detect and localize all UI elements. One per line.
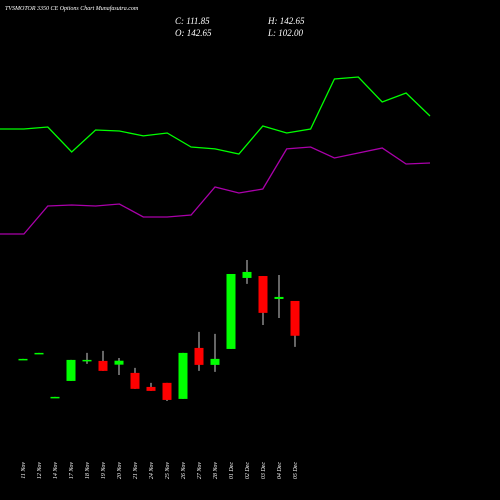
x-tick-label: 24 Nov xyxy=(148,462,155,480)
ohlc-label: C: 111.85 xyxy=(175,16,210,26)
candle-body xyxy=(178,352,188,399)
x-tick-label: 26 Nov xyxy=(181,462,187,480)
ohlc-label: H: 142.65 xyxy=(267,16,305,26)
candle-body xyxy=(34,352,44,355)
candle-body xyxy=(226,273,236,349)
candle-body xyxy=(242,271,252,278)
x-tick-label: 18 Nov xyxy=(85,462,91,480)
candle-body xyxy=(98,360,108,371)
x-tick-label: 03 Dec xyxy=(261,462,267,479)
candle-body xyxy=(146,386,156,391)
x-tick-label: 21 Nov xyxy=(133,462,139,480)
candle-body xyxy=(210,358,220,365)
chart-title: TVSMOTOR 3350 CE Options Chart Munafasut… xyxy=(5,5,139,12)
candle-body xyxy=(290,300,300,336)
candle-body xyxy=(258,276,268,313)
ohlc-label: O: 142.65 xyxy=(175,28,212,38)
x-tick-label: 01 Dec xyxy=(229,462,235,479)
candle-body xyxy=(18,358,28,361)
indicator-line xyxy=(0,76,431,155)
candle-body xyxy=(130,372,140,389)
candle-body xyxy=(82,359,92,362)
candle-body xyxy=(194,347,204,365)
candle-body xyxy=(114,360,124,365)
indicator-line xyxy=(0,146,431,235)
x-tick-label: 11 Nov xyxy=(21,462,27,479)
x-tick-label: 14 Nov xyxy=(52,462,59,480)
candle-body xyxy=(66,359,76,381)
x-tick-label: 05 Dec xyxy=(293,462,299,479)
x-tick-label: 19 Nov xyxy=(101,462,107,480)
candle-body xyxy=(50,396,60,399)
x-tick-label: 04 Dec xyxy=(276,462,283,479)
x-tick-label: 25 Nov xyxy=(165,462,171,480)
x-tick-label: 20 Nov xyxy=(117,462,123,480)
x-tick-label: 12 Nov xyxy=(37,462,43,480)
x-tick-label: 17 Nov xyxy=(69,462,75,480)
candle-body xyxy=(162,382,172,400)
candle-body xyxy=(274,296,284,299)
x-tick-label: 28 Nov xyxy=(213,462,219,480)
x-tick-label: 02 Dec xyxy=(245,462,251,479)
ohlc-label: L: 102.00 xyxy=(267,28,304,38)
x-tick-label: 27 Nov xyxy=(197,462,203,480)
